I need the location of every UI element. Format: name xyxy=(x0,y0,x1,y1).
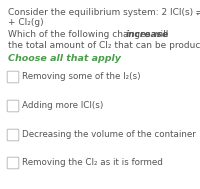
Text: Decreasing the volume of the container: Decreasing the volume of the container xyxy=(22,130,196,139)
Text: Removing some of the I₂(s): Removing some of the I₂(s) xyxy=(22,72,141,81)
Text: Removing the Cl₂ as it is formed: Removing the Cl₂ as it is formed xyxy=(22,158,163,167)
Text: Which of the following changes will: Which of the following changes will xyxy=(8,30,171,39)
Text: + Cl₂(g): + Cl₂(g) xyxy=(8,18,44,27)
FancyBboxPatch shape xyxy=(7,100,19,112)
Text: Consider the equilibrium system: 2 ICl(s) ⇌ I₂(s): Consider the equilibrium system: 2 ICl(s… xyxy=(8,8,200,17)
FancyBboxPatch shape xyxy=(7,71,19,83)
Text: Adding more ICl(s): Adding more ICl(s) xyxy=(22,101,103,110)
Text: Choose all that apply: Choose all that apply xyxy=(8,54,121,63)
Text: increase: increase xyxy=(126,30,169,39)
FancyBboxPatch shape xyxy=(7,157,19,169)
FancyBboxPatch shape xyxy=(7,129,19,141)
Text: the total amount of Cl₂ that can be produced?: the total amount of Cl₂ that can be prod… xyxy=(8,41,200,50)
